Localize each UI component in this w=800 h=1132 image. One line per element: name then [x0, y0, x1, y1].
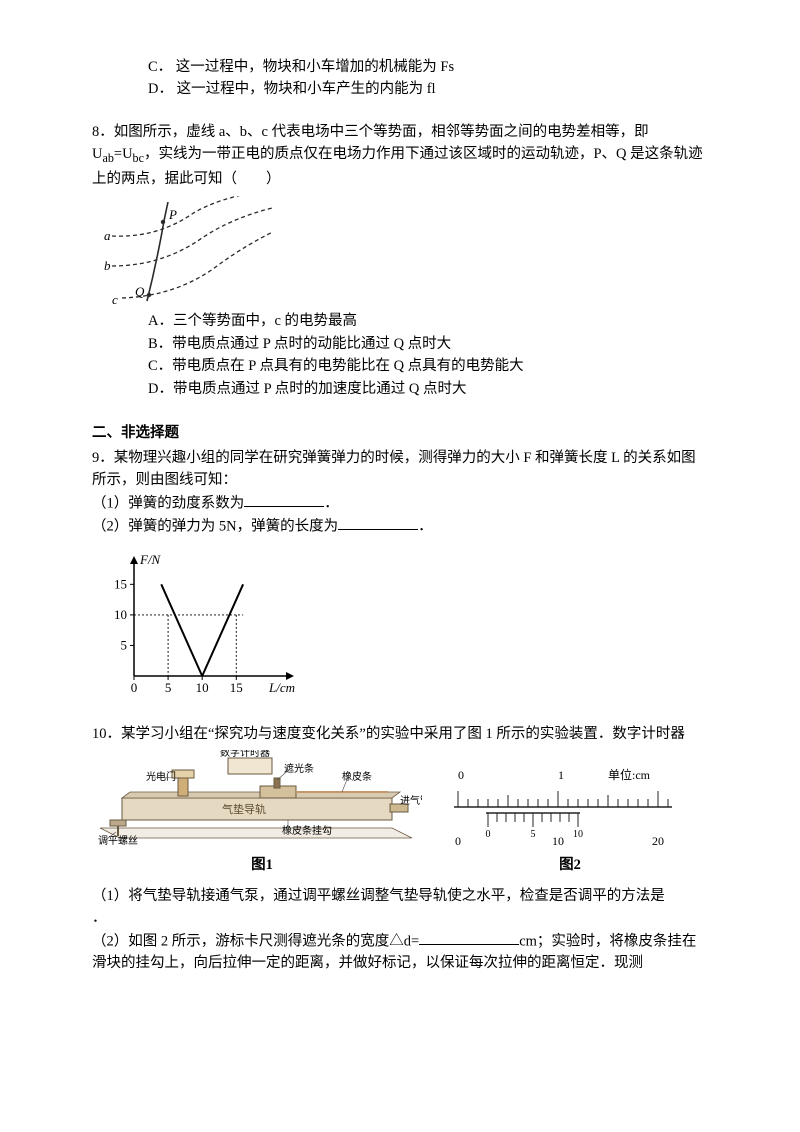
svg-text:0: 0 — [486, 829, 491, 840]
q7-c-label: C． — [148, 59, 172, 75]
exam-page: C． 这一过程中，物块和小车增加的机械能为 Fs D． 这一过程中，物块和小车产… — [0, 0, 800, 1132]
svg-text:c: c — [112, 292, 118, 307]
svg-text:5: 5 — [531, 829, 536, 840]
q9-blank-2 — [338, 515, 418, 531]
q10-apparatus: 光电门数字计时器遮光条橡皮条进气管气垫导轨橡皮条挂勾调平螺丝 — [92, 750, 422, 852]
q9-stem: 9．某物理兴趣小组的同学在研究弹簧弹力的时候，测得弹力的大小 F 和弹簧长度 L… — [92, 447, 708, 492]
q9-part2: （2）弹簧的弹力为 5N，弹簧的长度为． — [92, 515, 708, 538]
svg-text:0: 0 — [131, 680, 138, 695]
svg-text:气垫导轨: 气垫导轨 — [222, 802, 266, 816]
svg-text:20: 20 — [652, 834, 664, 845]
q10-figures-row: 光电门数字计时器遮光条橡皮条进气管气垫导轨橡皮条挂勾调平螺丝 01单位:cm01… — [92, 750, 708, 852]
q10-stem: 10．某学习小组在“探究功与速度变化关系”的实验中采用了图 1 所示的实验装置．… — [92, 723, 708, 745]
q10-ruler: 0 1 单位:cm 0 10 20 0 5 10 — [442, 765, 702, 852]
q10-captions: 图1 图2 — [92, 854, 708, 876]
svg-text:a: a — [104, 228, 111, 243]
q10-cap1: 图1 — [92, 854, 432, 876]
q8-option-b: B．带电质点通过 P 点时的动能比通过 Q 点时大 — [92, 333, 708, 355]
svg-text:橡皮条挂勾: 橡皮条挂勾 — [282, 824, 332, 837]
q7-d-text: 这一过程中，物块和小车产生的内能为 fl — [177, 81, 436, 97]
svg-text:0: 0 — [458, 768, 464, 782]
q8-option-c: C．带电质点在 P 点具有的电势能比在 Q 点具有的电势能大 — [92, 355, 708, 377]
svg-text:b: b — [104, 258, 111, 273]
q9-part1: （1）弹簧的劲度系数为． — [92, 492, 708, 515]
q10-blank-d — [419, 930, 519, 946]
svg-text:遮光条: 遮光条 — [284, 762, 314, 775]
q8-option-a: A．三个等势面中，c 的电势最高 — [92, 310, 708, 332]
q10-part1: （1）将气垫导轨接通气泵，通过调平螺丝调整气垫导轨使之水平，检查是否调平的方法是 — [92, 885, 708, 907]
svg-text:10: 10 — [573, 829, 583, 840]
svg-text:15: 15 — [230, 680, 243, 695]
section-2-heading: 二、非选择题 — [92, 422, 708, 444]
svg-text:L/cm: L/cm — [268, 680, 295, 695]
q10-cap2: 图2 — [432, 854, 708, 876]
q10-part1-end: ． — [92, 907, 708, 929]
q10-num: 10． — [92, 726, 121, 742]
svg-text:数字计时器: 数字计时器 — [220, 750, 270, 759]
q8-option-d: D．带电质点通过 P 点时的加速度比通过 Q 点时大 — [92, 378, 708, 400]
q9-chart: 0 5 10 15 5 10 15 F/N L/cm — [104, 546, 708, 703]
svg-text:光电门: 光电门 — [146, 770, 176, 783]
svg-text:10: 10 — [114, 607, 127, 622]
q9-num: 9． — [92, 450, 114, 466]
q7-option-d: D． 这一过程中，物块和小车产生的内能为 fl — [92, 78, 708, 100]
svg-text:5: 5 — [165, 680, 172, 695]
svg-text:1: 1 — [558, 768, 564, 782]
svg-text:P: P — [168, 207, 177, 222]
svg-text:进气管: 进气管 — [400, 794, 422, 807]
q7-c-text: 这一过程中，物块和小车增加的机械能为 Fs — [176, 59, 454, 75]
svg-text:10: 10 — [552, 834, 564, 845]
q10-part2: （2）如图 2 所示，游标卡尺测得遮光条的宽度△d=cm；实验时，将橡皮条挂在滑… — [92, 930, 708, 975]
q7-d-label: D． — [148, 81, 173, 97]
svg-text:15: 15 — [114, 576, 127, 591]
svg-text:F/N: F/N — [139, 552, 162, 567]
svg-text:5: 5 — [121, 637, 128, 652]
q8-stem: 8．如图所示，虚线 a、b、c 代表电场中三个等势面，相邻等势面之间的电势差相等… — [92, 121, 708, 191]
svg-text:单位:cm: 单位:cm — [608, 767, 651, 782]
svg-text:10: 10 — [196, 680, 209, 695]
svg-text:调平螺丝: 调平螺丝 — [98, 835, 138, 845]
q7-option-c: C． 这一过程中，物块和小车增加的机械能为 Fs — [92, 56, 708, 78]
q8-figure: ab c P Q — [102, 196, 272, 306]
q8-num: 8． — [92, 124, 114, 140]
q9-blank-1 — [244, 492, 324, 508]
svg-text:0: 0 — [455, 834, 461, 845]
svg-text:Q: Q — [135, 284, 145, 299]
